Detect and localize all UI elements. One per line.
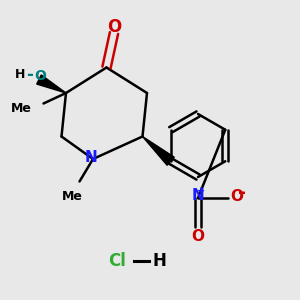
- Text: +: +: [197, 185, 205, 196]
- Text: O: O: [191, 229, 205, 244]
- Text: Cl: Cl: [108, 252, 126, 270]
- Text: O: O: [34, 69, 46, 83]
- Text: N: N: [192, 188, 204, 203]
- Text: O: O: [107, 18, 121, 36]
- Text: Me: Me: [11, 101, 32, 115]
- Text: N: N: [85, 150, 98, 165]
- Text: H: H: [152, 252, 166, 270]
- Text: -: -: [27, 66, 33, 84]
- Polygon shape: [37, 75, 66, 93]
- Polygon shape: [142, 136, 174, 165]
- Text: O: O: [230, 189, 243, 204]
- Text: -: -: [238, 182, 246, 202]
- Text: H: H: [15, 68, 26, 82]
- Text: Me: Me: [61, 190, 82, 203]
